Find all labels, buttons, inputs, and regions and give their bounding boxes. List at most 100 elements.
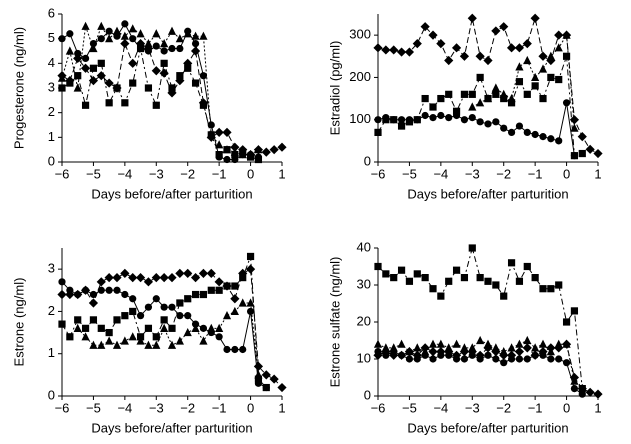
marker — [451, 350, 462, 360]
marker — [97, 35, 105, 43]
marker — [555, 75, 563, 84]
marker — [199, 72, 208, 80]
y-tick-label: 0 — [48, 153, 55, 168]
x-tick-label: −4 — [117, 166, 132, 181]
marker — [214, 127, 224, 137]
marker — [81, 324, 90, 332]
marker — [222, 145, 232, 154]
marker — [404, 47, 415, 57]
marker — [168, 303, 176, 311]
marker — [160, 47, 168, 55]
marker — [199, 290, 208, 299]
marker — [151, 66, 161, 76]
x-tick-label: −6 — [55, 400, 70, 415]
marker — [207, 323, 216, 332]
marker — [437, 94, 445, 103]
marker — [561, 339, 572, 349]
marker — [143, 43, 154, 54]
y-tick-label: 10 — [357, 350, 371, 365]
marker — [539, 133, 547, 141]
marker — [120, 31, 129, 40]
marker — [66, 333, 74, 341]
marker — [492, 355, 500, 363]
marker — [484, 351, 492, 359]
marker — [578, 149, 586, 158]
y-tick-label: 200 — [349, 69, 371, 84]
marker — [230, 142, 240, 152]
marker — [175, 76, 185, 86]
marker — [500, 124, 508, 132]
marker — [530, 13, 540, 23]
marker — [58, 35, 66, 43]
marker — [144, 39, 153, 48]
x-tick-label: −3 — [465, 400, 480, 415]
marker — [199, 31, 208, 40]
marker — [80, 63, 91, 73]
marker — [65, 289, 75, 300]
marker — [444, 347, 454, 357]
marker — [246, 307, 255, 316]
y-tick-label: 4 — [48, 55, 55, 70]
marker — [253, 361, 264, 371]
x-tick-label: −2 — [180, 166, 195, 181]
marker — [121, 20, 129, 28]
marker — [397, 266, 406, 274]
marker — [65, 46, 74, 55]
marker — [373, 350, 383, 360]
marker — [444, 55, 454, 66]
marker — [238, 145, 248, 155]
marker — [428, 339, 438, 348]
series-line — [377, 102, 575, 156]
marker — [215, 323, 224, 332]
marker — [97, 340, 106, 349]
marker — [389, 343, 398, 352]
marker — [176, 44, 184, 53]
marker — [413, 343, 422, 352]
marker — [428, 30, 438, 40]
marker — [129, 307, 137, 316]
marker — [167, 88, 177, 98]
marker — [58, 84, 66, 92]
marker — [89, 43, 98, 53]
marker — [538, 347, 548, 357]
marker — [222, 127, 232, 137]
marker — [467, 347, 477, 357]
marker — [593, 389, 603, 399]
marker — [577, 132, 587, 142]
marker — [168, 84, 176, 92]
marker — [136, 44, 145, 53]
marker — [152, 333, 160, 341]
marker — [129, 35, 137, 43]
marker — [88, 76, 99, 86]
panel: 0 10 20 30 40 −6 −5 −4 −3 −2 −1 0 1 Days before/after… — [327, 239, 603, 435]
marker — [562, 359, 571, 367]
y-tick-label: 1 — [48, 129, 55, 144]
y-tick-label: 3 — [48, 261, 55, 276]
marker — [382, 270, 390, 278]
marker — [88, 298, 99, 308]
series-line — [377, 246, 583, 389]
marker — [374, 262, 382, 271]
x-tick-label: −4 — [433, 166, 448, 181]
marker — [523, 128, 531, 136]
marker — [569, 115, 580, 125]
marker — [421, 274, 429, 282]
marker — [160, 39, 169, 48]
marker — [452, 107, 461, 115]
marker — [152, 101, 160, 109]
x-tick-label: 1 — [594, 400, 601, 415]
marker — [74, 316, 82, 324]
marker — [277, 382, 287, 393]
marker — [152, 42, 160, 50]
marker — [160, 316, 168, 324]
marker — [262, 383, 270, 392]
x-tick-label: −5 — [402, 166, 417, 181]
marker — [389, 45, 399, 55]
marker — [136, 312, 145, 320]
marker — [530, 350, 540, 360]
marker — [476, 335, 485, 345]
marker — [81, 332, 90, 341]
marker — [390, 274, 398, 282]
marker — [445, 114, 453, 122]
marker — [184, 64, 192, 72]
